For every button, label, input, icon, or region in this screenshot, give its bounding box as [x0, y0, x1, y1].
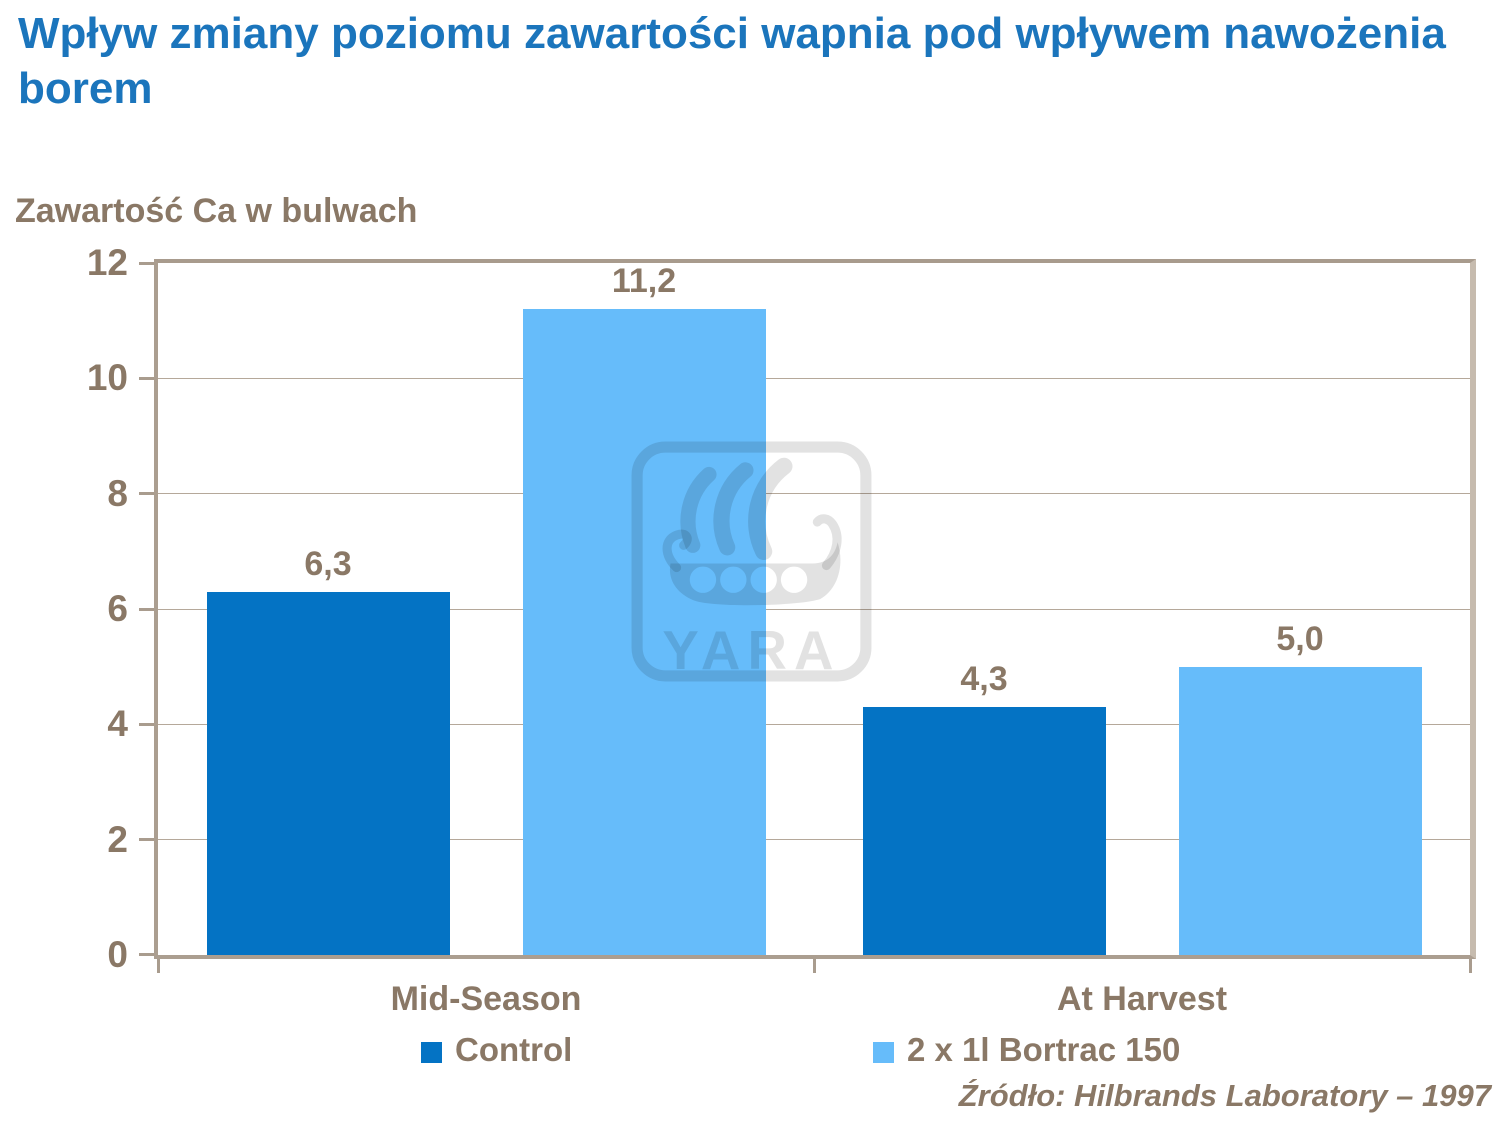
y-axis-tick — [139, 607, 154, 611]
data-label: 6,3 — [304, 544, 352, 583]
viking-sail-icon — [680, 457, 793, 560]
bar-control — [862, 707, 1106, 955]
gridline — [158, 839, 1470, 841]
yara-watermark-logo: YARA — [631, 441, 872, 682]
data-label: 5,0 — [1276, 619, 1324, 658]
viking-tail-icon — [812, 514, 842, 571]
legend-item-bortrac: 2 x 1l Bortrac 150 — [873, 1030, 1180, 1070]
y-axis-tick-label: 8 — [107, 472, 128, 514]
y-axis-tick — [139, 492, 154, 496]
data-label: 11,2 — [611, 262, 677, 301]
legend-swatch-control-icon — [421, 1041, 442, 1063]
x-axis-tick — [812, 959, 816, 973]
bar-2-x-1l-bortrac-150 — [1178, 666, 1422, 955]
page-title: Wpływ zmiany poziomu zawartości wapnia p… — [18, 9, 1446, 113]
bar-2-x-1l-bortrac-150 — [522, 309, 766, 955]
gridline — [158, 723, 1470, 725]
y-axis-tick — [139, 376, 154, 380]
x-axis-tick — [1468, 959, 1472, 973]
bar-control — [206, 591, 450, 955]
watermark-brand-text: YARA — [662, 620, 840, 681]
y-axis-tick — [139, 838, 154, 842]
x-axis-tick — [156, 959, 160, 973]
watermark-frame — [631, 441, 872, 682]
y-axis-tick — [139, 261, 154, 265]
y-axis-tick-label: 6 — [107, 588, 128, 629]
viking-hull-icon — [669, 542, 841, 606]
viking-head-icon — [662, 529, 692, 573]
category-label-mid-season: Mid-Season — [390, 980, 582, 1018]
gridline — [158, 493, 1470, 495]
y-axis-tick-label: 10 — [86, 357, 128, 399]
legend-item-control: Control — [421, 1030, 572, 1070]
y-axis-tick-label: 12 — [86, 242, 128, 283]
source-note: Źródło: Hilbrands Laboratory – 1997 — [958, 1078, 1491, 1113]
data-label: 4,3 — [960, 660, 1008, 699]
legend-swatch-bortrac-icon — [873, 1041, 894, 1063]
gridline — [158, 608, 1470, 610]
y-axis-title: Zawartość Ca w bulwach — [15, 192, 418, 230]
y-axis-tick-label: 0 — [107, 934, 128, 975]
y-axis-tick-label: 4 — [107, 703, 128, 745]
legend-label-control: Control — [455, 1031, 573, 1068]
plot-area: YARA 6,3 11,2 4,3 5,0 — [139, 259, 1476, 973]
y-axis-tick-label: 2 — [107, 818, 128, 860]
y-axis-labels: 0 2 4 6 8 10 12 — [0, 242, 128, 975]
y-axis-tick — [139, 722, 154, 726]
legend-label-bortrac: 2 x 1l Bortrac 150 — [907, 1031, 1181, 1068]
category-label-at-harvest: At Harvest — [1056, 980, 1228, 1018]
y-axis-tick — [139, 953, 154, 956]
gridline — [158, 377, 1470, 379]
